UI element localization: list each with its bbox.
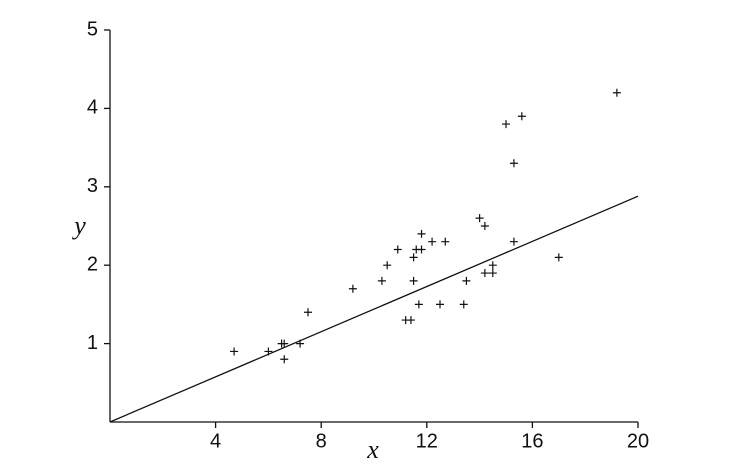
y-tick-label: 2 (87, 253, 98, 275)
point (462, 276, 471, 285)
point (264, 347, 273, 356)
point (230, 347, 239, 356)
point (554, 253, 563, 262)
point (409, 253, 418, 262)
point (383, 261, 392, 270)
point (509, 159, 518, 168)
point (436, 300, 444, 309)
y-tick-label: 4 (87, 97, 98, 119)
point (480, 269, 489, 278)
point (509, 237, 518, 246)
x-axis-label: x (366, 435, 379, 464)
point (488, 261, 497, 270)
point (406, 316, 415, 325)
point (414, 300, 423, 309)
point (304, 308, 312, 317)
point (441, 237, 450, 246)
point (348, 284, 357, 293)
point (417, 245, 426, 254)
point (517, 112, 526, 121)
y-tick-label: 3 (87, 175, 98, 197)
point (409, 276, 418, 285)
point (459, 300, 468, 309)
point (428, 237, 437, 246)
fit-line (109, 195, 639, 423)
x-tick-label: 20 (627, 430, 649, 452)
point (296, 339, 305, 348)
y-tick-label: 5 (87, 18, 98, 40)
x-tick-label: 16 (521, 430, 543, 452)
point (377, 276, 386, 285)
x-tick-label: 12 (416, 430, 438, 452)
point (280, 339, 289, 348)
y-axis-label: y (71, 211, 86, 240)
point (612, 88, 621, 97)
point (280, 355, 289, 364)
point (480, 222, 489, 230)
point (502, 120, 510, 129)
x-tick-label: 4 (210, 430, 221, 452)
point (393, 245, 402, 254)
x-tick-label: 8 (316, 430, 327, 452)
point (488, 269, 497, 278)
point (475, 214, 484, 223)
y-tick-label: 1 (87, 332, 98, 354)
point (417, 229, 426, 238)
